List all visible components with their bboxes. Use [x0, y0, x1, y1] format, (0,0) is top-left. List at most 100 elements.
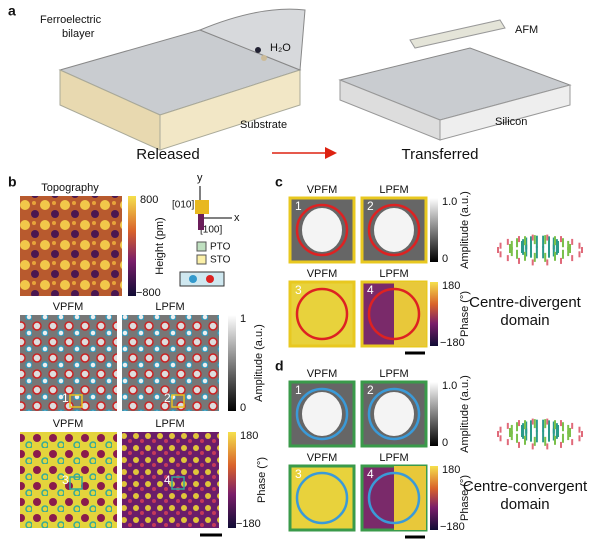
map-title: LPFM [379, 368, 408, 380]
half-domain [394, 466, 426, 530]
colorbar [430, 282, 438, 346]
domain-ring [367, 387, 421, 441]
domain-ring [295, 471, 349, 525]
caption: Centre-convergent [463, 478, 588, 495]
afm-tip [409, 19, 506, 49]
colorbar-tick: 180 [240, 430, 258, 442]
colorbar [430, 382, 438, 446]
map-title: VPFM [307, 368, 338, 380]
domain-ring [295, 203, 349, 257]
legend-swatch [196, 241, 207, 252]
legend-label: STO [210, 255, 231, 266]
map-title: VPFM [307, 268, 338, 280]
colorbar-tick: −180 [440, 521, 465, 533]
domain-core [302, 392, 342, 436]
substrate-front [159, 69, 301, 151]
caption: domain [500, 496, 549, 513]
sample [195, 200, 209, 214]
image-number: 2 [367, 199, 374, 213]
image-number: 3 [295, 283, 302, 297]
colorbar [128, 196, 136, 296]
map-title: VPFM [307, 452, 338, 464]
colorbar-tick: 800 [140, 194, 158, 206]
annotation: Silicon [495, 116, 527, 128]
image-number: 4 [367, 283, 374, 297]
panel-label: d [275, 358, 284, 374]
domain-core [374, 208, 414, 252]
molecule [255, 47, 261, 53]
pfm-map [20, 315, 117, 411]
map-title: Topography [41, 182, 99, 194]
domain-ring [295, 387, 349, 441]
colorbar [430, 466, 438, 530]
colorbar-tick: 1 [240, 313, 246, 325]
legend-label: PTO [210, 242, 231, 253]
image-number: 3 [295, 467, 302, 481]
map-title: LPFM [155, 301, 184, 313]
marker-box [171, 394, 185, 408]
colorbar-tick: 0 [442, 253, 448, 265]
domain-ring [295, 287, 349, 341]
domain-core [374, 392, 414, 436]
domain-ring [367, 287, 421, 341]
marker-number: 2 [164, 391, 171, 405]
map-title: VPFM [307, 184, 338, 196]
annotation: AFM [515, 24, 538, 36]
axis-label: y [197, 172, 203, 184]
silicon-front [439, 84, 571, 141]
colorbar-tick: 180 [442, 464, 460, 476]
domain-ring [367, 203, 421, 257]
pfm-image [288, 464, 356, 532]
axis-title: Phase (°) [256, 457, 268, 503]
marker-box [69, 394, 83, 408]
peeled-film [198, 8, 306, 71]
axis-title: Amplitude (a.u.) [253, 324, 265, 402]
map-title: VPFM [53, 301, 84, 313]
annotation: Substrate [240, 119, 287, 131]
annotation: H₂O [270, 42, 291, 54]
axis-title: Amplitude (a.u.) [459, 191, 471, 269]
direction: [100] [200, 225, 222, 236]
map-title: VPFM [53, 418, 84, 430]
image-number: 2 [367, 383, 374, 397]
half-domain [394, 282, 426, 346]
image-number: 4 [367, 467, 374, 481]
colorbar-tick: −180 [440, 337, 465, 349]
annotation: bilayer [62, 28, 95, 40]
direction: [010] [172, 200, 194, 211]
panel-label: c [275, 174, 283, 190]
image-number: 1 [295, 199, 302, 213]
axis-title: Phase (°) [459, 475, 471, 521]
colorbar-tick: −180 [236, 518, 261, 530]
marker-number: 1 [62, 391, 69, 405]
colorbar [228, 432, 236, 528]
axis-title: Amplitude (a.u.) [459, 375, 471, 453]
tip [198, 214, 204, 230]
pfm-map [122, 315, 219, 411]
colorbar-tick: 0 [240, 402, 246, 414]
device [179, 271, 225, 287]
legend-swatch [196, 254, 207, 265]
colorbar [430, 198, 438, 262]
image-number: 1 [295, 383, 302, 397]
axis-title: Phase (°) [459, 291, 471, 337]
map-title: LPFM [155, 418, 184, 430]
topography-map [20, 196, 122, 296]
marker-box [171, 476, 185, 490]
pfm-map [122, 432, 219, 528]
molecule [261, 55, 267, 61]
marker-box [69, 476, 83, 490]
map-title: LPFM [379, 184, 408, 196]
colorbar-tick: −800 [136, 287, 161, 299]
caption: Transferred [402, 146, 479, 163]
axis-title: Height (pm) [154, 217, 166, 274]
caption: Centre-divergent [469, 294, 582, 311]
pfm-image [288, 280, 356, 348]
colorbar [228, 315, 236, 411]
map-title: LPFM [379, 268, 408, 280]
colorbar-tick: 0 [442, 437, 448, 449]
colorbar-tick: 1.0 [442, 380, 457, 392]
map-title: LPFM [379, 452, 408, 464]
domain-ring [367, 471, 421, 525]
